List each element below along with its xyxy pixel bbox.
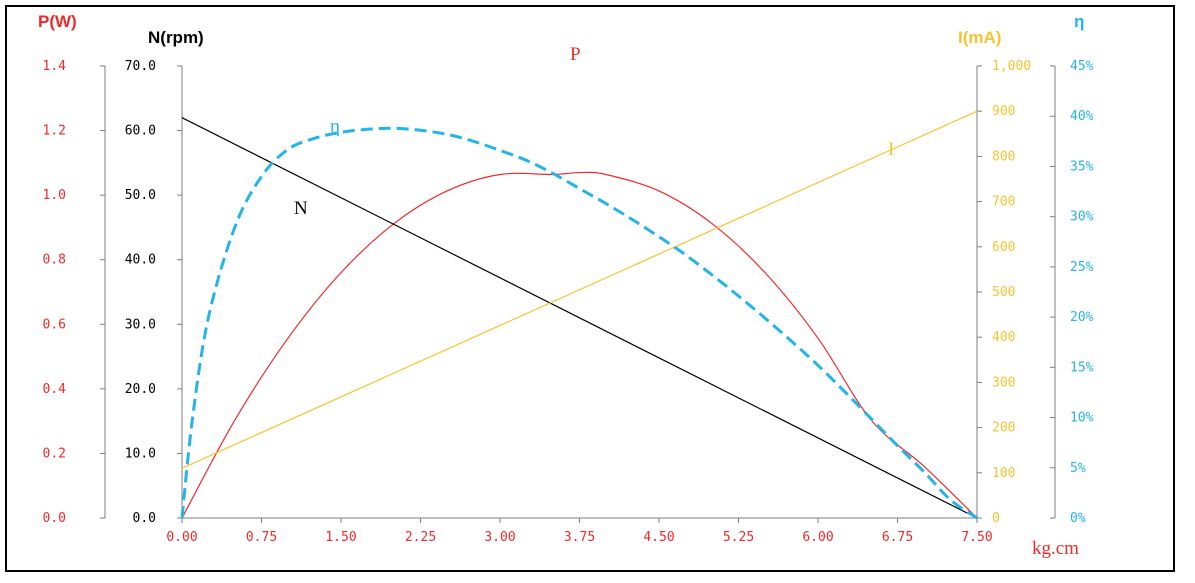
eta-tick-label: 5% <box>1070 461 1086 476</box>
p-tick-label: 0.0 <box>43 511 66 526</box>
x-tick-label: 5.25 <box>723 530 754 545</box>
series-label-p: P <box>570 44 581 65</box>
eta-tick-label: 0% <box>1070 511 1086 526</box>
chart-frame <box>5 5 1175 572</box>
x-axis-title: kg.cm <box>1032 538 1079 559</box>
x-tick-label: 0.00 <box>166 530 197 545</box>
i-tick-label: 600 <box>992 240 1015 255</box>
n-tick-label: 30.0 <box>125 317 156 332</box>
i-tick-label: 900 <box>992 104 1015 119</box>
eta-tick-label: 15% <box>1070 360 1094 375</box>
i-tick-label: 800 <box>992 149 1015 164</box>
n-tick-label: 50.0 <box>125 188 156 203</box>
i-tick-label: 1,000 <box>992 59 1031 74</box>
i-tick-label: 300 <box>992 375 1015 390</box>
eta-tick-label: 35% <box>1070 159 1094 174</box>
i-tick-label: 200 <box>992 421 1015 436</box>
p-tick-label: 0.4 <box>43 382 67 397</box>
eta-tick-label: 20% <box>1070 310 1094 325</box>
x-tick-label: 3.75 <box>564 530 595 545</box>
series-n-line <box>181 117 978 519</box>
n-tick-label: 40.0 <box>125 253 156 268</box>
i-tick-label: 500 <box>992 285 1015 300</box>
x-tick-label: 1.50 <box>325 530 356 545</box>
x-tick-label: 7.50 <box>961 530 992 545</box>
series-label-eta: η <box>330 116 340 137</box>
i-axis-title: I(mA) <box>958 28 1001 47</box>
p-tick-label: 1.2 <box>43 124 66 139</box>
series-eta-line <box>180 126 978 520</box>
series-label-n: N <box>294 198 308 219</box>
x-tick-label: 6.00 <box>802 530 833 545</box>
n-tick-label: 60.0 <box>125 124 156 139</box>
eta-tick-label: 25% <box>1070 260 1094 275</box>
eta-tick-label: 30% <box>1070 210 1094 225</box>
p-axis-title: P(W) <box>38 12 77 31</box>
n-tick-label: 0.0 <box>133 511 156 526</box>
n-tick-label: 20.0 <box>125 382 156 397</box>
eta-tick-label: 45% <box>1070 59 1094 74</box>
x-tick-label: 3.00 <box>484 530 515 545</box>
p-tick-label: 1.4 <box>43 59 67 74</box>
series-i-line <box>181 110 978 469</box>
x-tick-label: 0.75 <box>246 530 277 545</box>
eta-tick-label: 10% <box>1070 411 1094 426</box>
n-tick-label: 70.0 <box>125 59 156 74</box>
i-tick-label: 0 <box>992 511 1000 526</box>
i-tick-label: 100 <box>992 466 1015 481</box>
i-tick-label: 700 <box>992 195 1015 210</box>
eta-axis-title: η <box>1074 12 1084 31</box>
p-tick-label: 0.2 <box>43 446 66 461</box>
n-axis-title: N(rpm) <box>148 28 204 47</box>
p-tick-label: 0.6 <box>43 317 66 332</box>
p-tick-label: 0.8 <box>43 253 66 268</box>
x-tick-label: 4.50 <box>643 530 674 545</box>
x-tick-label: 6.75 <box>882 530 913 545</box>
n-tick-label: 10.0 <box>125 446 156 461</box>
i-tick-label: 400 <box>992 330 1015 345</box>
p-tick-label: 1.0 <box>43 188 66 203</box>
x-tick-label: 2.25 <box>405 530 436 545</box>
eta-tick-label: 40% <box>1070 109 1094 124</box>
series-p-line <box>181 171 978 519</box>
